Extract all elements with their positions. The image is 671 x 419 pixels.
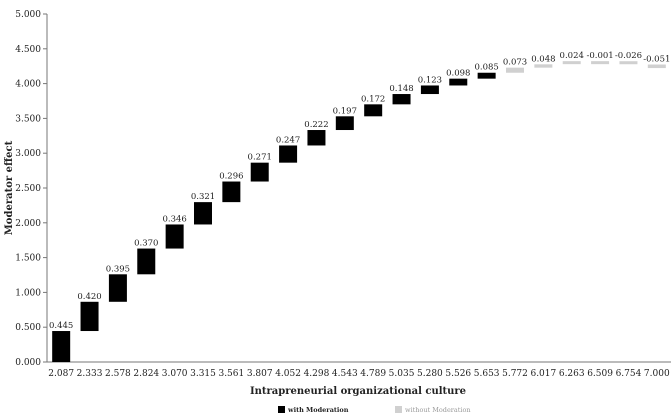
data-label: 0.370 <box>134 239 158 249</box>
legend-label-with-moderation: with Moderation <box>287 406 349 414</box>
x-tick-label: 3.070 <box>162 369 188 379</box>
waterfall-bar <box>477 72 496 79</box>
waterfall-bar <box>165 224 184 249</box>
data-label: 0.085 <box>474 63 498 73</box>
data-label: 0.148 <box>389 84 413 94</box>
y-tick-label: 2.000 <box>15 219 41 229</box>
data-label: 0.123 <box>418 75 442 85</box>
y-tick-label: 1.500 <box>15 254 41 264</box>
waterfall-bar <box>307 130 326 146</box>
legend-swatch-with-moderation <box>278 406 285 413</box>
x-tick-label: 5.035 <box>389 369 415 379</box>
waterfall-bar <box>335 116 354 131</box>
y-tick-label: 2.500 <box>15 184 41 194</box>
data-label: 0.346 <box>162 214 186 224</box>
x-tick-label: 5.772 <box>502 369 528 379</box>
waterfall-bar <box>506 67 524 73</box>
waterfall-bar <box>534 64 553 68</box>
waterfall-bar <box>137 248 156 275</box>
y-tick-label: 1.000 <box>15 288 41 298</box>
y-axis-title: Moderator effect <box>4 140 15 235</box>
x-axis-title: Intrapreneurial organizational culture <box>250 386 466 397</box>
y-tick-label: 3.000 <box>15 149 41 159</box>
waterfall-bar <box>250 162 269 182</box>
x-tick-label: 5.653 <box>474 369 500 379</box>
waterfall-bar <box>108 274 127 302</box>
y-tick-label: 0.000 <box>15 358 41 368</box>
waterfall-bar <box>194 202 212 225</box>
x-tick-label: 3.561 <box>218 369 244 379</box>
data-label: 0.048 <box>531 54 555 64</box>
x-tick-label: 2.824 <box>133 369 159 379</box>
x-tick-label: 2.333 <box>77 369 103 379</box>
data-label: -0.026 <box>615 51 642 61</box>
y-tick-label: 0.500 <box>15 323 41 333</box>
waterfall-bar <box>279 145 298 163</box>
legend-swatch-without-moderation <box>395 406 402 413</box>
data-label: 0.247 <box>276 135 300 145</box>
data-label: 0.197 <box>333 106 357 116</box>
data-labels: 0.445 0.420 0.395 0.370 0.346 0.321 0.296 0.271… <box>49 51 670 331</box>
data-label: 0.024 <box>560 51 584 61</box>
data-label: 0.420 <box>77 292 101 302</box>
data-label: -0.001 <box>586 51 613 61</box>
data-label: 0.098 <box>446 69 470 79</box>
data-label: 0.222 <box>304 120 328 130</box>
waterfall-bar <box>364 104 383 117</box>
waterfall-bar <box>562 61 581 65</box>
y-axis: 0.000 0.500 1.000 1.500 2.000 2.500 3.000 3.500… <box>15 10 48 368</box>
x-tick-label: 6.509 <box>587 369 613 379</box>
waterfall-bar <box>647 64 666 69</box>
waterfall-bar <box>420 85 439 95</box>
x-tick-label: 3.315 <box>190 369 216 379</box>
x-tick-label: 6.263 <box>559 369 585 379</box>
data-label: -0.051 <box>643 55 670 65</box>
y-tick-label: 5.000 <box>15 10 41 20</box>
x-tick-label: 6.754 <box>616 369 642 379</box>
data-label: 0.172 <box>361 94 385 104</box>
waterfall-bar <box>392 94 411 105</box>
x-tick-label: 3.807 <box>247 369 273 379</box>
x-tick-label: 2.087 <box>48 369 74 379</box>
y-tick-label: 4.000 <box>15 80 41 90</box>
data-label: 0.271 <box>248 153 272 163</box>
y-tick-label: 4.500 <box>15 45 41 55</box>
waterfall-bar <box>449 78 468 86</box>
y-tick-label: 3.500 <box>15 114 41 124</box>
waterfall-bar <box>619 61 638 65</box>
bars <box>52 61 666 362</box>
waterfall-bar <box>80 301 99 332</box>
legend-label-without-moderation: without Moderation <box>405 406 471 414</box>
legend: with Moderation without Moderation <box>278 406 471 414</box>
waterfall-bar <box>52 331 71 362</box>
x-tick-label: 2.578 <box>105 369 131 379</box>
data-label: 0.073 <box>503 58 527 68</box>
x-tick-label: 7.000 <box>644 369 670 379</box>
x-tick-label: 4.298 <box>304 369 330 379</box>
x-tick-label: 4.052 <box>275 369 301 379</box>
x-tick-label: 5.280 <box>417 369 443 379</box>
data-label: 0.296 <box>219 172 243 182</box>
data-label: 0.321 <box>191 192 215 202</box>
data-label: 0.395 <box>106 264 130 274</box>
x-tick-label: 5.526 <box>445 369 471 379</box>
data-label: 0.445 <box>49 321 73 331</box>
x-tick-label: 4.789 <box>360 369 386 379</box>
x-tick-label: 4.543 <box>332 369 358 379</box>
x-tick-label: 6.017 <box>530 369 556 379</box>
waterfall-bar <box>591 61 610 65</box>
x-axis: 2.087 2.333 2.578 2.824 3.070 3.315 3.561 3.807… <box>47 361 671 379</box>
waterfall-bar <box>222 181 241 203</box>
